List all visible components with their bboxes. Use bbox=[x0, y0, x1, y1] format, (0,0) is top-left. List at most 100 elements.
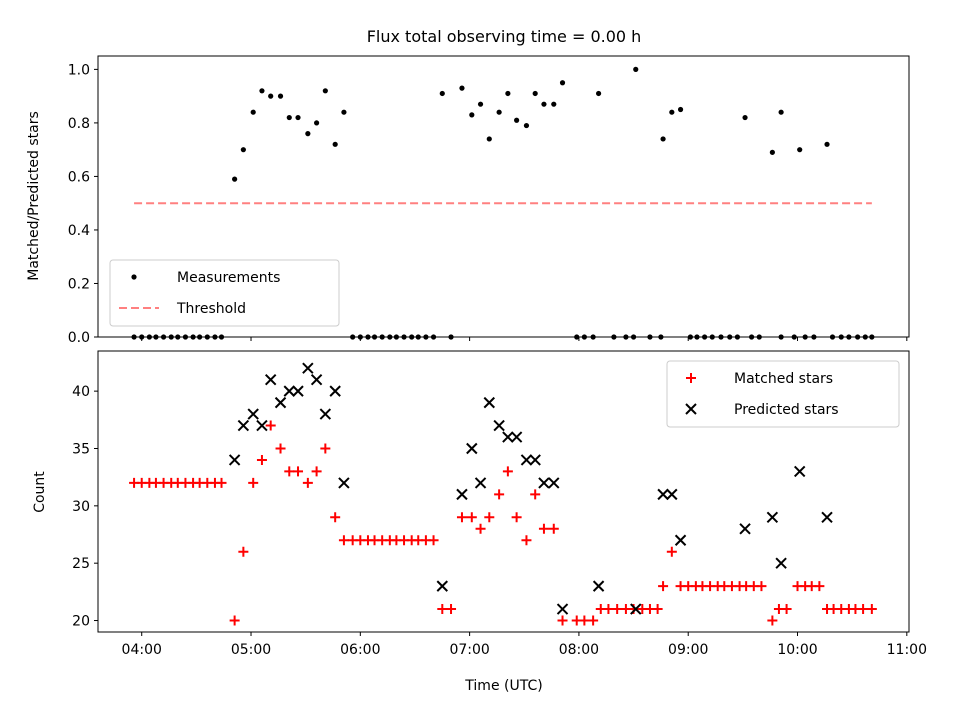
matched-stars-point bbox=[484, 512, 495, 523]
measurements-point bbox=[332, 141, 338, 147]
y-tick-label: 35 bbox=[72, 441, 90, 457]
matched-stars-point bbox=[814, 581, 825, 592]
predicted-stars-point bbox=[666, 488, 678, 501]
matched-stars-point bbox=[502, 466, 513, 477]
measurements-point bbox=[660, 136, 666, 142]
predicted-stars-point bbox=[766, 511, 779, 524]
predicted-stars-point bbox=[310, 373, 323, 386]
measurements-point bbox=[559, 80, 566, 86]
measurements-point bbox=[541, 101, 547, 107]
predicted-stars-legend-swatch bbox=[685, 403, 697, 415]
legend-box bbox=[109, 259, 340, 327]
predicted-stars-point bbox=[247, 408, 259, 420]
matched-stars-point bbox=[538, 523, 549, 534]
predicted-stars-point bbox=[237, 419, 250, 432]
matched-stars-point bbox=[666, 546, 677, 557]
y-tick-label: 25 bbox=[72, 556, 90, 572]
measurements-point bbox=[797, 147, 803, 153]
matched-stars-point bbox=[265, 420, 276, 431]
matched-stars-point bbox=[781, 604, 792, 615]
matched-stars-point bbox=[612, 604, 623, 615]
matched-stars-point bbox=[428, 535, 439, 546]
x-tick-label: 05:00 bbox=[231, 642, 271, 658]
matched-stars-point bbox=[275, 443, 286, 454]
predicted-stars-point bbox=[592, 580, 605, 592]
x-tick-label: 08:00 bbox=[559, 642, 599, 658]
y-tick-label: 0.6 bbox=[68, 169, 90, 185]
measurements-point bbox=[496, 109, 502, 115]
matched-stars-point bbox=[548, 523, 559, 534]
chart-title: Flux total observing time = 0.00 h bbox=[367, 27, 642, 46]
predicted-stars-point bbox=[630, 603, 642, 615]
measurements-point bbox=[778, 109, 784, 115]
measurements-point bbox=[250, 109, 256, 115]
measurements-point bbox=[232, 176, 238, 182]
matched-stars-point bbox=[330, 512, 341, 523]
matched-stars-point bbox=[588, 615, 599, 626]
predicted-stars-point bbox=[793, 465, 806, 478]
measurements-point bbox=[322, 88, 328, 94]
bottom-legend: Matched stars Predicted stars bbox=[666, 360, 900, 428]
measurements-point bbox=[313, 120, 320, 126]
measurements-point bbox=[824, 141, 830, 147]
matched-stars-point bbox=[866, 604, 877, 615]
predicted-stars-point bbox=[520, 454, 533, 466]
measurements-legend-swatch bbox=[131, 274, 137, 280]
bottom-plot-area bbox=[129, 362, 877, 626]
predicted-stars-point bbox=[302, 362, 314, 374]
matched-stars-point bbox=[437, 604, 448, 615]
bottom-axes-frame bbox=[97, 350, 910, 633]
y-tick-label: 40 bbox=[72, 384, 90, 400]
predicted-stars-point bbox=[821, 511, 833, 524]
predicted-stars-point bbox=[657, 488, 669, 501]
measurements-point bbox=[268, 93, 274, 99]
matched-stars-point bbox=[652, 604, 663, 615]
predicted-stars-point bbox=[502, 431, 514, 443]
matched-stars-point bbox=[756, 581, 767, 592]
measurements-point bbox=[505, 90, 511, 97]
matched-stars-point bbox=[456, 512, 467, 523]
measurements-point bbox=[439, 90, 445, 97]
measurements-point bbox=[669, 109, 675, 115]
matched-stars-point bbox=[311, 466, 322, 477]
matched-stars-point bbox=[557, 615, 568, 626]
measurements-point bbox=[532, 90, 538, 97]
predicted-stars-point bbox=[548, 477, 560, 489]
matched-stars-point bbox=[284, 466, 295, 477]
top-plot-area bbox=[131, 66, 875, 340]
predicted-stars-point bbox=[228, 454, 241, 466]
predicted-stars-point bbox=[674, 534, 687, 546]
y-tick-label: 0.4 bbox=[68, 223, 90, 239]
matched-stars-point bbox=[293, 466, 304, 477]
matched-stars-point bbox=[302, 477, 313, 488]
matched-stars-point bbox=[494, 489, 505, 500]
measurements-point bbox=[240, 147, 246, 153]
matched-stars-point bbox=[511, 512, 522, 523]
predicted-stars-point bbox=[483, 396, 495, 409]
predicted-stars-point bbox=[319, 408, 332, 420]
predicted-stars-point bbox=[474, 477, 487, 489]
x-tick-label: 07:00 bbox=[449, 642, 489, 658]
measurements-point bbox=[259, 88, 265, 94]
predicted-stars-point bbox=[456, 488, 468, 501]
measurements-point bbox=[595, 90, 602, 97]
measurements-point bbox=[633, 66, 639, 72]
matched-stars-point bbox=[338, 535, 349, 546]
top-y-axis-label: Matched/Predicted stars bbox=[26, 111, 42, 281]
predicted-stars-point bbox=[264, 373, 277, 386]
measurements-point bbox=[523, 122, 530, 129]
top-legend: Measurements Threshold bbox=[109, 259, 340, 327]
predicted-stars-point bbox=[556, 603, 569, 615]
legend-box bbox=[666, 360, 900, 428]
matched-stars-point bbox=[256, 454, 267, 465]
x-tick-label: 09:00 bbox=[668, 642, 708, 658]
matched-stars-point bbox=[320, 443, 331, 454]
measurements-point bbox=[459, 85, 465, 91]
measurements-point bbox=[277, 93, 284, 99]
y-tick-label: 20 bbox=[72, 614, 90, 630]
predicted-stars-point bbox=[529, 454, 541, 466]
measurements-point bbox=[477, 101, 484, 107]
x-tick-label: 11:00 bbox=[887, 642, 927, 658]
measurements-point bbox=[677, 106, 684, 113]
y-tick-label: 0.8 bbox=[68, 116, 90, 132]
